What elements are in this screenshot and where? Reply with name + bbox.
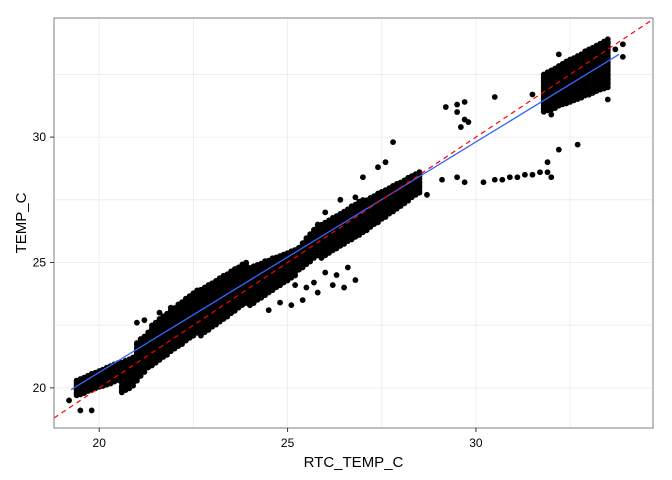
y-tick-label: 25	[33, 255, 47, 269]
data-point	[544, 159, 551, 166]
data-point	[548, 174, 555, 181]
data-point	[88, 407, 95, 414]
data-point	[352, 194, 359, 201]
data-point	[292, 282, 299, 288]
data-point	[604, 96, 611, 103]
data-point	[311, 279, 317, 286]
data-point	[299, 297, 306, 304]
data-point	[322, 269, 329, 276]
data-point	[133, 319, 140, 326]
data-point	[288, 302, 295, 309]
data-point	[574, 141, 581, 148]
data-point	[529, 171, 536, 178]
x-tick-label: 20	[93, 436, 107, 450]
data-point	[619, 53, 626, 60]
data-point	[352, 277, 359, 283]
data-point	[465, 119, 472, 125]
data-point	[537, 169, 543, 176]
data-point	[382, 159, 389, 166]
data-point	[457, 124, 464, 130]
data-point	[604, 36, 611, 43]
data-point	[341, 284, 347, 291]
data-point	[612, 46, 619, 53]
identity-line	[53, 18, 654, 419]
data-point	[322, 209, 329, 216]
data-point	[156, 309, 163, 316]
data-point	[344, 264, 351, 271]
x-tick-label: 25	[281, 436, 295, 450]
data-point	[337, 196, 344, 203]
data-point	[461, 179, 468, 186]
data-point	[182, 297, 189, 304]
data-point	[548, 111, 555, 118]
data-point	[314, 289, 321, 296]
data-point	[424, 191, 430, 198]
data-point	[480, 179, 487, 186]
data-point	[597, 84, 604, 90]
data-point	[303, 284, 310, 291]
data-point	[375, 164, 381, 171]
data-point	[514, 174, 521, 181]
data-point	[491, 94, 498, 100]
data-point	[619, 41, 626, 48]
plot-area	[53, 18, 654, 419]
data-point	[77, 407, 84, 414]
data-point	[461, 99, 468, 105]
data-point	[555, 51, 562, 58]
axes: 20 25 30 20 25 30	[33, 130, 483, 450]
grid-lines	[54, 18, 653, 428]
data-point	[454, 109, 461, 115]
data-point	[522, 171, 528, 178]
data-point	[360, 174, 366, 181]
data-point	[454, 101, 461, 108]
data-point	[454, 174, 461, 181]
data-point	[265, 307, 272, 314]
data-point	[390, 139, 396, 146]
data-point	[329, 282, 336, 288]
x-tick-label: 30	[469, 436, 483, 450]
data-point	[243, 259, 250, 266]
data-point	[506, 174, 513, 181]
data-point	[277, 299, 283, 306]
data-point	[66, 397, 72, 404]
data-point	[401, 184, 408, 191]
data-point	[194, 292, 201, 298]
data-point	[491, 176, 498, 183]
x-axis-title: RTC_TEMP_C	[304, 454, 404, 471]
data-point	[529, 91, 536, 98]
data-point	[555, 146, 562, 153]
data-point	[544, 169, 551, 176]
data-point	[333, 272, 340, 278]
y-axis-title: TEMP_C	[13, 192, 30, 253]
data-point	[141, 317, 148, 324]
data-point	[439, 176, 445, 183]
y-tick-label: 30	[33, 130, 47, 144]
y-tick-label: 20	[33, 381, 47, 395]
data-point	[442, 104, 449, 110]
panel-border	[53, 17, 654, 429]
data-point	[499, 176, 506, 183]
data-point	[167, 304, 174, 311]
regression-line	[70, 53, 620, 391]
